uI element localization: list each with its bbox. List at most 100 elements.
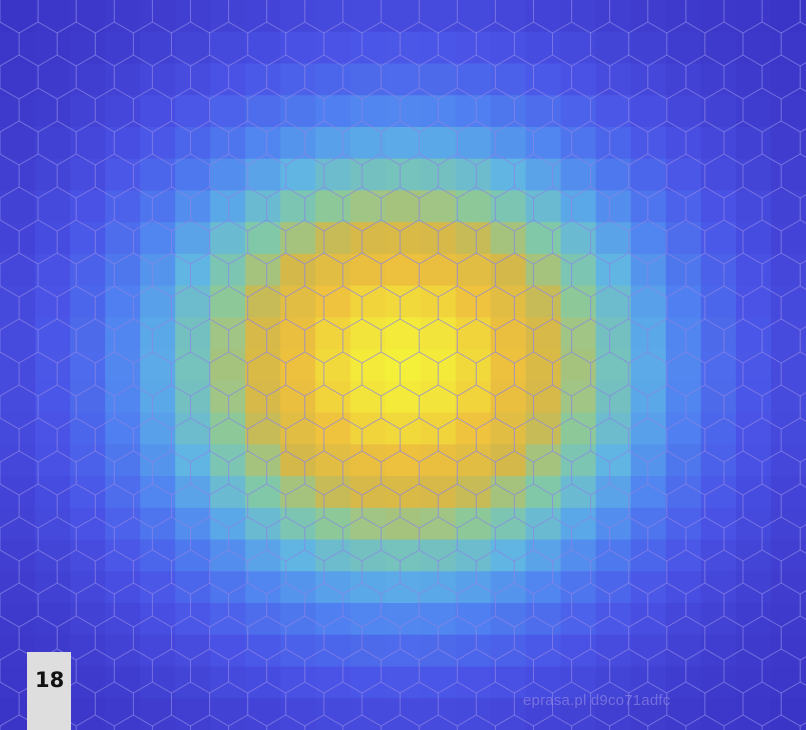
hexagon-cell — [285, 153, 325, 199]
heatmap-cell — [70, 476, 106, 509]
hexagon-cell — [780, 417, 806, 463]
heatmap-cell — [245, 412, 281, 445]
heatmap-cell — [560, 253, 597, 287]
hexagon-cell — [190, 516, 230, 562]
heatmap-cell — [770, 507, 806, 541]
hexagon-cell — [723, 582, 763, 628]
heatmap-cell — [770, 444, 806, 477]
hexagon-cell — [75, 186, 115, 232]
heatmap-cell — [490, 507, 527, 541]
hexagon-cell — [742, 87, 782, 133]
hexagon-cell — [113, 450, 153, 496]
hexagon-cell — [266, 384, 306, 430]
heatmap-cell — [35, 126, 71, 160]
heatmap-cell — [385, 190, 422, 223]
heatmap-cell — [525, 158, 562, 192]
heatmap-cell — [665, 126, 702, 160]
hexagon-cell — [342, 714, 382, 730]
hexagon-cell — [685, 714, 725, 730]
heatmap-cell — [350, 412, 387, 445]
hexagon-cell — [742, 351, 782, 397]
heatmap-cell — [35, 190, 71, 223]
hexagon-cell — [761, 648, 801, 694]
hexagon-cell — [171, 87, 211, 133]
heatmap-cell — [35, 380, 71, 414]
heatmap-cell — [735, 95, 772, 128]
heatmap-cell — [350, 285, 387, 318]
heatmap-cell — [210, 158, 246, 192]
hexagon-cell — [228, 582, 268, 628]
heatmap-cell — [455, 253, 492, 287]
heatmap-cell — [700, 63, 737, 96]
heatmap-cell — [350, 476, 387, 509]
heatmap-cell — [385, 0, 422, 33]
heatmap-cell — [560, 412, 597, 445]
heatmap-cell — [0, 95, 36, 128]
heatmap-cell — [245, 0, 281, 33]
hexagon-cell — [494, 648, 534, 694]
heatmap-cell — [525, 31, 562, 65]
hexagon-cell — [18, 549, 58, 595]
hexagon-cell — [0, 153, 20, 199]
hexagon-cell — [304, 318, 344, 364]
page-number-badge: 18 — [27, 652, 71, 730]
heatmap-cell — [420, 539, 457, 572]
heatmap-cell — [595, 476, 632, 509]
hexagon-cell — [228, 714, 268, 730]
heatmap-cell — [595, 412, 632, 445]
heatmap-cell — [35, 63, 71, 96]
hexagon-cell — [285, 351, 325, 397]
hexagon-cell — [304, 516, 344, 562]
hexagon-cell — [628, 285, 668, 331]
heatmap-cell — [35, 317, 71, 350]
hexagon-cell — [342, 582, 382, 628]
heatmap-cell — [560, 539, 597, 572]
heatmap-cell — [595, 349, 632, 382]
heatmap-cell — [0, 317, 36, 350]
heatmap-cell — [560, 349, 597, 382]
hexagon-cell — [533, 582, 573, 628]
heatmap-cell — [280, 253, 316, 287]
heatmap-cell — [560, 476, 597, 509]
heatmap-cell — [735, 539, 772, 572]
hexagon-cell — [418, 450, 458, 496]
hexagon-cell — [342, 0, 382, 34]
heatmap-cell — [105, 380, 141, 414]
hexagon-cell — [132, 87, 172, 133]
hexagon-cell — [533, 186, 573, 232]
heatmap-cell — [595, 222, 632, 255]
hexagon-cell — [590, 87, 630, 133]
hexagon-cell — [685, 0, 725, 34]
heatmap-cell — [560, 158, 597, 192]
hexagon-cell — [399, 87, 439, 133]
hexagon-cell — [799, 260, 806, 290]
hexagon-cell — [75, 516, 115, 562]
hexagon-cell — [113, 516, 153, 562]
hexagon-cell — [494, 252, 534, 298]
heatmap-cell — [455, 158, 492, 192]
heatmap-cell — [280, 507, 316, 541]
heatmap-cell — [630, 317, 667, 350]
heatmap-cell — [525, 0, 562, 33]
heatmap-cell — [770, 222, 806, 255]
hexagon-cell — [437, 351, 477, 397]
hexagon-cell — [342, 450, 382, 496]
heatmap-cell — [560, 317, 597, 350]
hexagon-cell — [399, 153, 439, 199]
hexagon-cell — [475, 21, 515, 67]
hexagon-cell — [56, 615, 96, 661]
hexagon-cell — [380, 450, 420, 496]
hexagon-cell — [56, 21, 96, 67]
heatmap-cell — [630, 380, 667, 414]
heatmap-cell — [105, 444, 141, 477]
heatmap-cell — [105, 603, 141, 636]
heatmap-cell — [280, 0, 316, 33]
hexagon-cell — [723, 714, 763, 730]
hexagon-cell — [780, 285, 806, 331]
heatmap-cell — [385, 380, 422, 414]
heatmap-cell — [245, 507, 281, 541]
hexagon-cell — [0, 483, 20, 529]
hexagon-cell — [761, 0, 801, 34]
heatmap-cell — [315, 190, 352, 223]
hexagon-cell — [56, 153, 96, 199]
